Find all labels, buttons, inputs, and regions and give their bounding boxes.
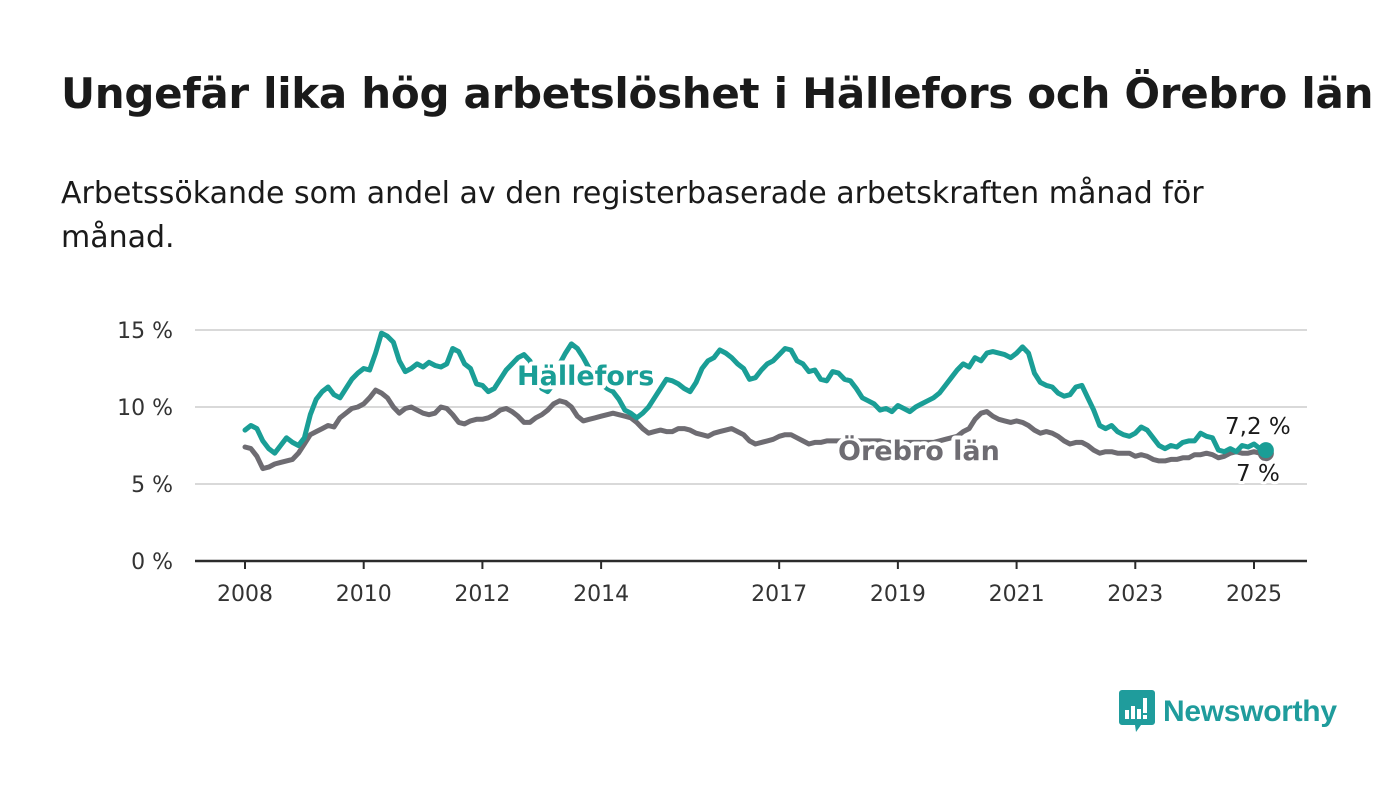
series-line-hallefors — [242, 330, 1269, 456]
y-axis-ticks: 0 % 5 % 10 % 15 % — [117, 319, 173, 575]
end-label-halo: 7 % — [1236, 461, 1280, 487]
end-label-orebro-lan: 7 % — [1236, 461, 1280, 487]
x-tick-label: 2017 — [751, 582, 807, 607]
end-point-hallefors — [1257, 442, 1274, 459]
x-tick-label: 2012 — [454, 582, 510, 607]
x-tick-label: 2019 — [870, 582, 926, 607]
x-tick-label: 2025 — [1226, 582, 1282, 607]
x-tick-label: 2008 — [217, 582, 273, 607]
end-label-halo: 7,2 % — [1225, 414, 1291, 440]
chart-subtitle: Arbetssökande som andel av den registerb… — [61, 176, 1204, 255]
newsworthy-logo-text: Newsworthy — [1163, 695, 1337, 728]
x-tick-label: 2014 — [573, 582, 629, 607]
grid-lines — [195, 329, 1307, 563]
chart-title: Ungefär lika hög arbetslöshet i Hällefor… — [61, 69, 1374, 118]
newsworthy-logo: Newsworthy — [1119, 690, 1337, 734]
x-tick-label: 2021 — [989, 582, 1045, 607]
series-label-halo: Hällefors — [517, 361, 654, 392]
x-axis-ticks: 2008 2010 2012 2014 2017 2019 2021 2023 2025 — [217, 561, 1282, 607]
y-tick-label: 15 % — [117, 319, 173, 344]
y-tick-label: 0 % — [131, 550, 173, 575]
series-label-hallefors: Hällefors — [517, 361, 654, 392]
series-label-orebro-lan: Örebro län — [838, 434, 1000, 467]
series-line-orebro-lan — [242, 387, 1269, 472]
y-tick-label: 5 % — [131, 473, 173, 498]
series-label-halo: Örebro län — [838, 434, 1000, 467]
newsworthy-logo-icon — [1119, 690, 1155, 732]
x-tick-label: 2010 — [336, 582, 392, 607]
series-lines — [242, 330, 1269, 472]
end-label-hallefors: 7,2 % — [1225, 414, 1291, 440]
x-tick-label: 2023 — [1107, 582, 1163, 607]
y-tick-label: 10 % — [117, 396, 173, 421]
